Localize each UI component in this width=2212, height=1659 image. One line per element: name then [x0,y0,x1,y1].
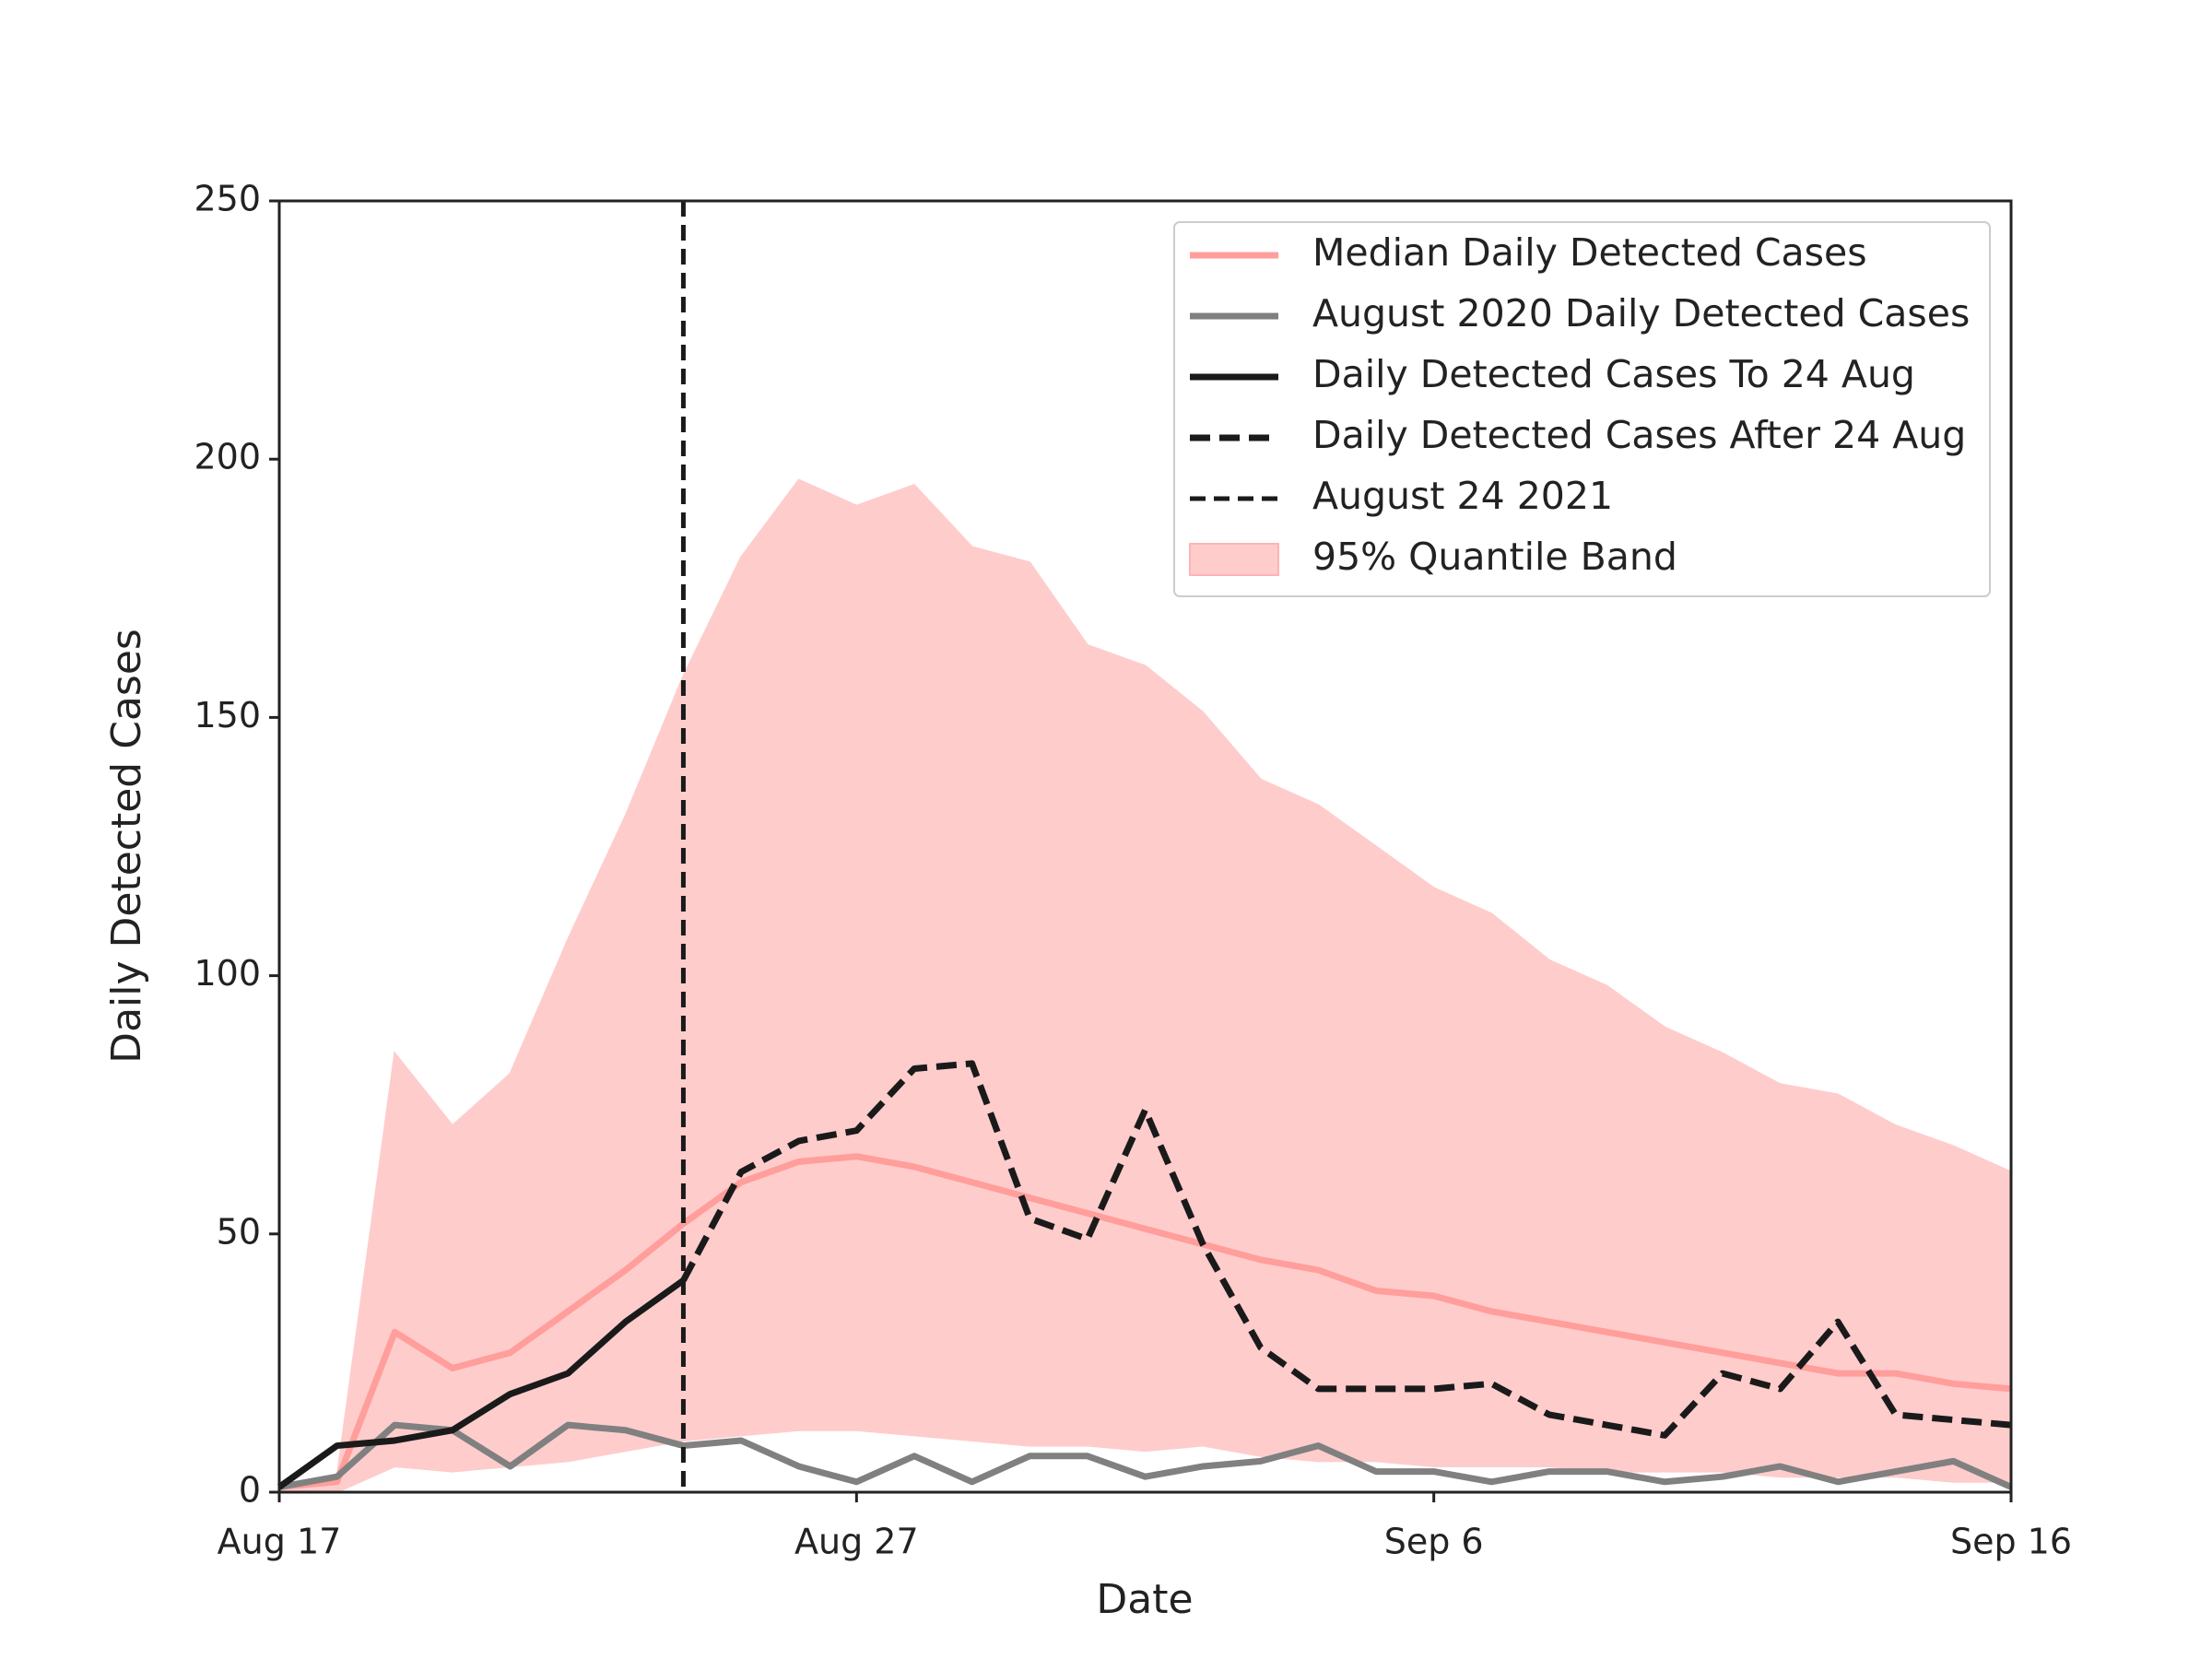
series-line [680,1060,2012,1439]
y-tick-label: 50 [217,1211,261,1252]
y-tick-label: 0 [239,1470,261,1511]
y-axis-label: Daily Detected Cases [103,629,150,1064]
legend-label: Daily Detected Cases To 24 Aug [1312,352,1915,396]
y-tick-label: 150 [194,695,261,735]
legend: Median Daily Detected Cases August 2020 D… [1173,221,1991,597]
y-tick-label: 100 [194,953,261,994]
x-tick-label: Sep 16 [1950,1522,2072,1562]
legend-label: August 24 2021 [1312,474,1613,518]
legend-label: August 2020 Daily Detected Cases [1312,291,1970,335]
legend-swatch [1189,543,1279,576]
x-tick-label: Sep 6 [1384,1522,1484,1562]
series-line [276,1277,686,1490]
series-line [278,1153,2012,1490]
legend-box [1173,221,1991,597]
y-tick-label: 200 [194,437,261,477]
legend-label: Median Daily Detected Cases [1312,230,1867,275]
x-axis-label: Date [1096,1576,1193,1623]
legend-label: 95% Quantile Band [1312,535,1677,579]
x-tick-label: Aug 17 [218,1522,342,1562]
plot-frame [277,199,2013,1494]
quantile-band [278,478,2012,1493]
legend-label: Daily Detected Cases After 24 Aug [1312,413,1966,457]
x-tick-label: Aug 27 [794,1522,919,1562]
y-tick-label: 250 [194,179,261,219]
series-line [278,1421,2013,1490]
